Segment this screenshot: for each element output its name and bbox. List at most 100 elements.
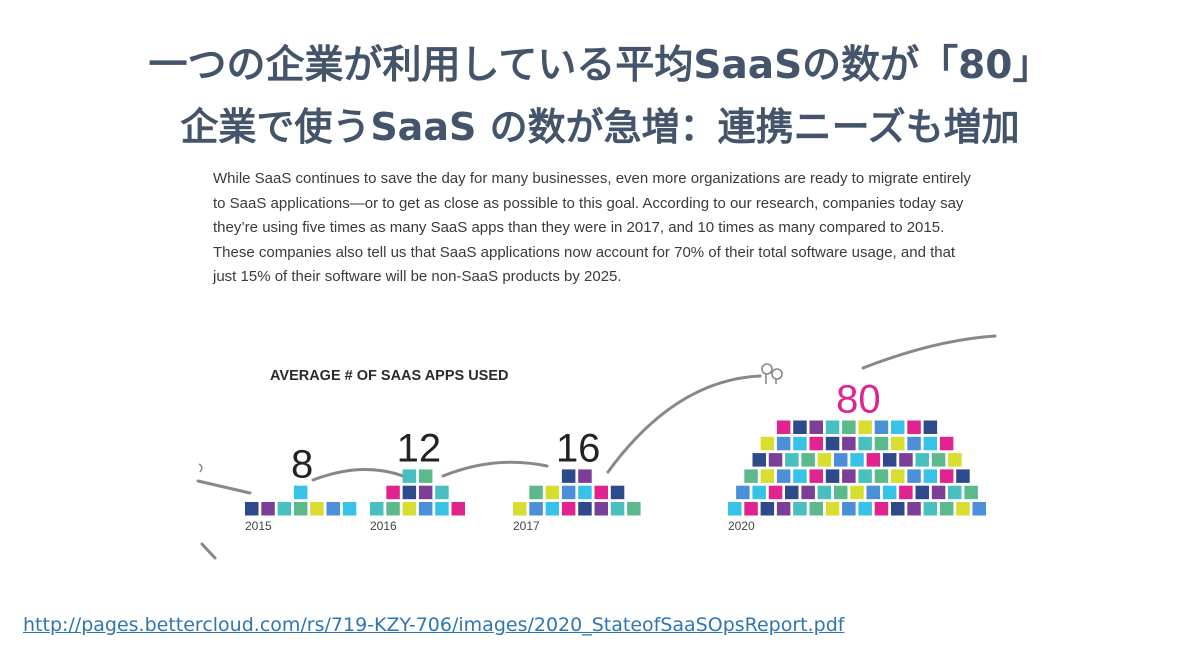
- app-square-2017-6: [594, 502, 608, 516]
- category-label-2015: 2015: [245, 519, 272, 533]
- app-square-2020-26: [882, 485, 897, 500]
- app-square-2020-4: [776, 502, 791, 516]
- category-label-2020: 2020: [728, 519, 755, 533]
- app-square-2020-44: [939, 469, 954, 483]
- app-square-2020-11: [891, 502, 905, 516]
- app-square-2020-16: [972, 502, 986, 516]
- app-square-2020-28: [915, 485, 929, 500]
- app-square-2020-75: [842, 420, 856, 434]
- report-excerpt-paragraph: While SaaS continues to save the day for…: [213, 170, 971, 285]
- app-square-2020-29: [931, 485, 946, 500]
- app-square-2015-1: [245, 502, 259, 516]
- app-square-2016-1: [370, 502, 384, 516]
- trend-curve-2015-2016: [311, 468, 410, 482]
- app-square-2020-50: [817, 453, 832, 467]
- app-square-2020-76: [858, 420, 872, 434]
- app-square-2020-47: [768, 453, 783, 467]
- app-square-2020-2: [744, 502, 758, 516]
- app-square-2020-78: [891, 420, 905, 434]
- app-square-2020-39: [858, 469, 872, 483]
- app-square-2016-10: [435, 485, 449, 500]
- app-square-2020-63: [825, 436, 840, 451]
- app-square-2015-7: [342, 502, 357, 516]
- app-square-2020-53: [866, 453, 881, 467]
- app-square-2017-5: [578, 502, 592, 516]
- app-square-2017-14: [610, 485, 625, 500]
- app-square-2020-12: [907, 502, 921, 516]
- app-square-2020-46: [752, 453, 766, 467]
- app-square-2020-38: [842, 469, 856, 483]
- trend-curve-2020-right: [861, 334, 997, 370]
- app-square-2020-3: [760, 502, 775, 516]
- app-square-2020-57: [931, 453, 946, 467]
- app-square-2020-30: [948, 485, 962, 500]
- app-square-2020-9: [858, 502, 872, 516]
- app-square-2015-6: [326, 502, 340, 516]
- app-square-2020-62: [809, 436, 823, 451]
- app-square-2020-61: [793, 436, 807, 451]
- app-square-2020-65: [858, 436, 872, 451]
- app-square-2020-66: [874, 436, 889, 451]
- app-square-2017-8: [627, 502, 641, 516]
- app-square-2020-10: [874, 502, 889, 516]
- app-square-2015-3: [277, 502, 292, 516]
- app-square-2015-8: [293, 485, 308, 500]
- app-square-2017-9: [529, 485, 543, 500]
- app-square-2020-59: [760, 436, 775, 451]
- app-square-2020-8: [842, 502, 856, 516]
- category-label-2016: 2016: [370, 519, 397, 533]
- app-square-2016-9: [418, 485, 433, 500]
- app-square-2015-4: [293, 502, 308, 516]
- app-square-2020-42: [907, 469, 921, 483]
- app-square-2020-51: [834, 453, 848, 467]
- trend-curve-left-edge: [196, 479, 252, 495]
- app-square-2020-71: [776, 420, 791, 434]
- app-square-2020-74: [825, 420, 840, 434]
- trend-curve-2016-2017: [441, 460, 549, 478]
- app-square-2020-21: [801, 485, 815, 500]
- app-square-2020-49: [801, 453, 815, 467]
- app-square-2020-37: [825, 469, 840, 483]
- app-square-2016-12: [418, 469, 433, 483]
- app-square-2017-16: [578, 469, 592, 483]
- category-label-2017: 2017: [513, 519, 540, 533]
- source-link[interactable]: http://pages.bettercloud.com/rs/719-KZY-…: [23, 614, 845, 636]
- saas-apps-chart: AVERAGE # OF SAAS APPS USED 820151220161…: [196, 334, 997, 560]
- app-square-2020-5: [793, 502, 807, 516]
- app-square-2020-70: [939, 436, 954, 451]
- app-square-2020-79: [907, 420, 921, 434]
- trend-curve-bottom-left: [200, 542, 217, 560]
- app-square-2020-1: [728, 502, 742, 516]
- app-square-2016-4: [418, 502, 433, 516]
- app-square-2020-60: [776, 436, 791, 451]
- bar-group-2020: 80 2020: [728, 378, 986, 533]
- app-square-2020-34: [776, 469, 791, 483]
- app-square-2020-33: [760, 469, 775, 483]
- app-square-2017-13: [594, 485, 608, 500]
- app-square-2020-15: [956, 502, 970, 516]
- tree-icon: [761, 363, 783, 384]
- chart-title: AVERAGE # OF SAAS APPS USED: [270, 368, 509, 384]
- app-square-2020-45: [956, 469, 970, 483]
- app-square-2016-2: [386, 502, 400, 516]
- bar-group-2016: 12 2016: [370, 426, 465, 533]
- app-square-2016-7: [386, 485, 400, 500]
- value-label-2016: 12: [397, 426, 442, 470]
- bar-group-2017: 16 2017: [513, 426, 641, 533]
- cloud-icon: [198, 463, 203, 473]
- app-square-2020-13: [923, 502, 938, 516]
- app-square-2020-17: [736, 485, 750, 500]
- trend-curve-2017-2020: [606, 374, 762, 474]
- app-square-2020-25: [866, 485, 880, 500]
- app-square-2020-80: [923, 420, 938, 434]
- app-square-2020-52: [850, 453, 864, 467]
- app-square-2020-20: [785, 485, 799, 500]
- app-square-2020-73: [809, 420, 823, 434]
- app-square-2020-56: [915, 453, 929, 467]
- app-square-2020-72: [793, 420, 807, 434]
- app-square-2020-18: [752, 485, 766, 500]
- app-square-2020-58: [948, 453, 962, 467]
- app-square-2020-69: [923, 436, 938, 451]
- slide-title-line1: 一つの企業が利用している平均SaaSの数が「80」: [148, 43, 1052, 88]
- app-square-2020-48: [785, 453, 799, 467]
